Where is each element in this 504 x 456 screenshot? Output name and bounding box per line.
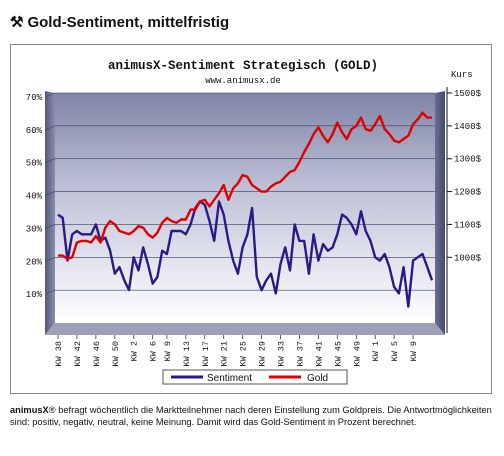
x-axis: KW 38 KW 42 KW 46 KW 50 KW 2 KW 6 KW 9 KW 13 KW … bbox=[54, 335, 419, 367]
y2-axis: 1000$ 1100$ 1200$ 1300$ 1400$ 1500$ bbox=[446, 87, 482, 333]
grid-line-depth bbox=[44, 158, 56, 163]
chart-subtitle: www.animusx.de bbox=[205, 76, 281, 86]
x-tick-label: KW 5 bbox=[390, 341, 400, 361]
section-heading: ⚒ Gold-Sentiment, mittelfristig bbox=[10, 14, 229, 31]
footer-text: befragt wöchentlich die Marktteilnehmer … bbox=[10, 405, 492, 427]
chart-title: animusX-Sentiment Strategisch (GOLD) bbox=[108, 59, 378, 73]
plot-depth-left bbox=[45, 91, 55, 335]
x-tick-label: KW 1 bbox=[371, 341, 381, 361]
footer-brand: animusX bbox=[10, 405, 49, 415]
x-tick-label: KW 25 bbox=[239, 341, 249, 367]
x-tick-label: KW 41 bbox=[314, 341, 324, 367]
x-tick-label: KW 38 bbox=[54, 341, 64, 367]
footer-note: animusX® befragt wöchentlich die Marktte… bbox=[10, 404, 495, 428]
hammer-pick-icon: ⚒ bbox=[10, 14, 24, 31]
plot-depth-right bbox=[435, 91, 445, 335]
x-tick-label: KW 9 bbox=[409, 341, 419, 361]
x-tick-label: KW 33 bbox=[277, 341, 287, 367]
plot-floor bbox=[45, 323, 445, 335]
y2-axis-label: Kurs bbox=[451, 70, 473, 80]
x-tick-label: KW 42 bbox=[73, 341, 83, 367]
sentiment-chart: animusX-Sentiment Strategisch (GOLD) www… bbox=[26, 59, 482, 385]
x-tick-label: KW 49 bbox=[352, 341, 362, 367]
grid-line-depth bbox=[44, 289, 56, 295]
x-tick-label: KW 17 bbox=[201, 341, 211, 367]
plot-area bbox=[55, 93, 435, 323]
grid-lines bbox=[44, 92, 435, 295]
x-tick-label: KW 13 bbox=[182, 341, 192, 367]
y2-tick-label: 1500$ bbox=[454, 89, 482, 99]
legend-label-gold: Gold bbox=[307, 373, 328, 384]
legend-box bbox=[162, 369, 348, 385]
y-tick-label: 30% bbox=[26, 224, 43, 234]
grid-line-depth bbox=[44, 191, 56, 196]
y-axis: 10% 20% 30% 40% 50% 60% 70% bbox=[26, 93, 43, 300]
y-tick-label: 20% bbox=[26, 257, 43, 267]
y-tick-label: 70% bbox=[26, 93, 43, 103]
grid-line-depth bbox=[44, 257, 56, 262]
chart-frame: animusX-Sentiment Strategisch (GOLD) www… bbox=[10, 44, 492, 394]
series-line-gold bbox=[58, 111, 432, 261]
grid-line-depth bbox=[44, 224, 56, 229]
y2-tick-label: 1400$ bbox=[454, 122, 482, 132]
series-line-sentiment bbox=[57, 200, 434, 308]
y2-tick-label: 1300$ bbox=[454, 155, 482, 165]
x-tick-label: KW 46 bbox=[92, 341, 102, 367]
x-tick-label: KW 2 bbox=[130, 341, 140, 361]
y2-tick-label: 1100$ bbox=[454, 220, 482, 230]
x-tick-label: KW 6 bbox=[149, 341, 159, 361]
x-tick-label: KW 29 bbox=[258, 341, 268, 367]
legend-label-sentiment: Sentiment bbox=[207, 373, 252, 384]
y2-tick-label: 1000$ bbox=[454, 253, 482, 263]
y-tick-label: 40% bbox=[26, 192, 43, 202]
section-title: Gold-Sentiment, mittelfristig bbox=[27, 14, 230, 31]
y-tick-label: 10% bbox=[26, 290, 43, 300]
x-tick-label: KW 21 bbox=[220, 341, 230, 367]
y2-tick-label: 1200$ bbox=[454, 188, 482, 198]
x-tick-label: KW 37 bbox=[295, 341, 305, 367]
x-tick-label: KW 50 bbox=[111, 341, 121, 367]
y-tick-label: 50% bbox=[26, 159, 43, 169]
grid-line-depth bbox=[44, 125, 56, 131]
series-lines bbox=[57, 111, 434, 308]
y-tick-label: 60% bbox=[26, 126, 43, 136]
x-tick-label: KW 45 bbox=[333, 341, 343, 367]
legend: Sentiment Gold bbox=[162, 369, 348, 385]
grid-line-depth bbox=[44, 92, 56, 98]
x-tick-label: KW 9 bbox=[163, 341, 173, 361]
footer-registered: ® bbox=[48, 405, 56, 415]
